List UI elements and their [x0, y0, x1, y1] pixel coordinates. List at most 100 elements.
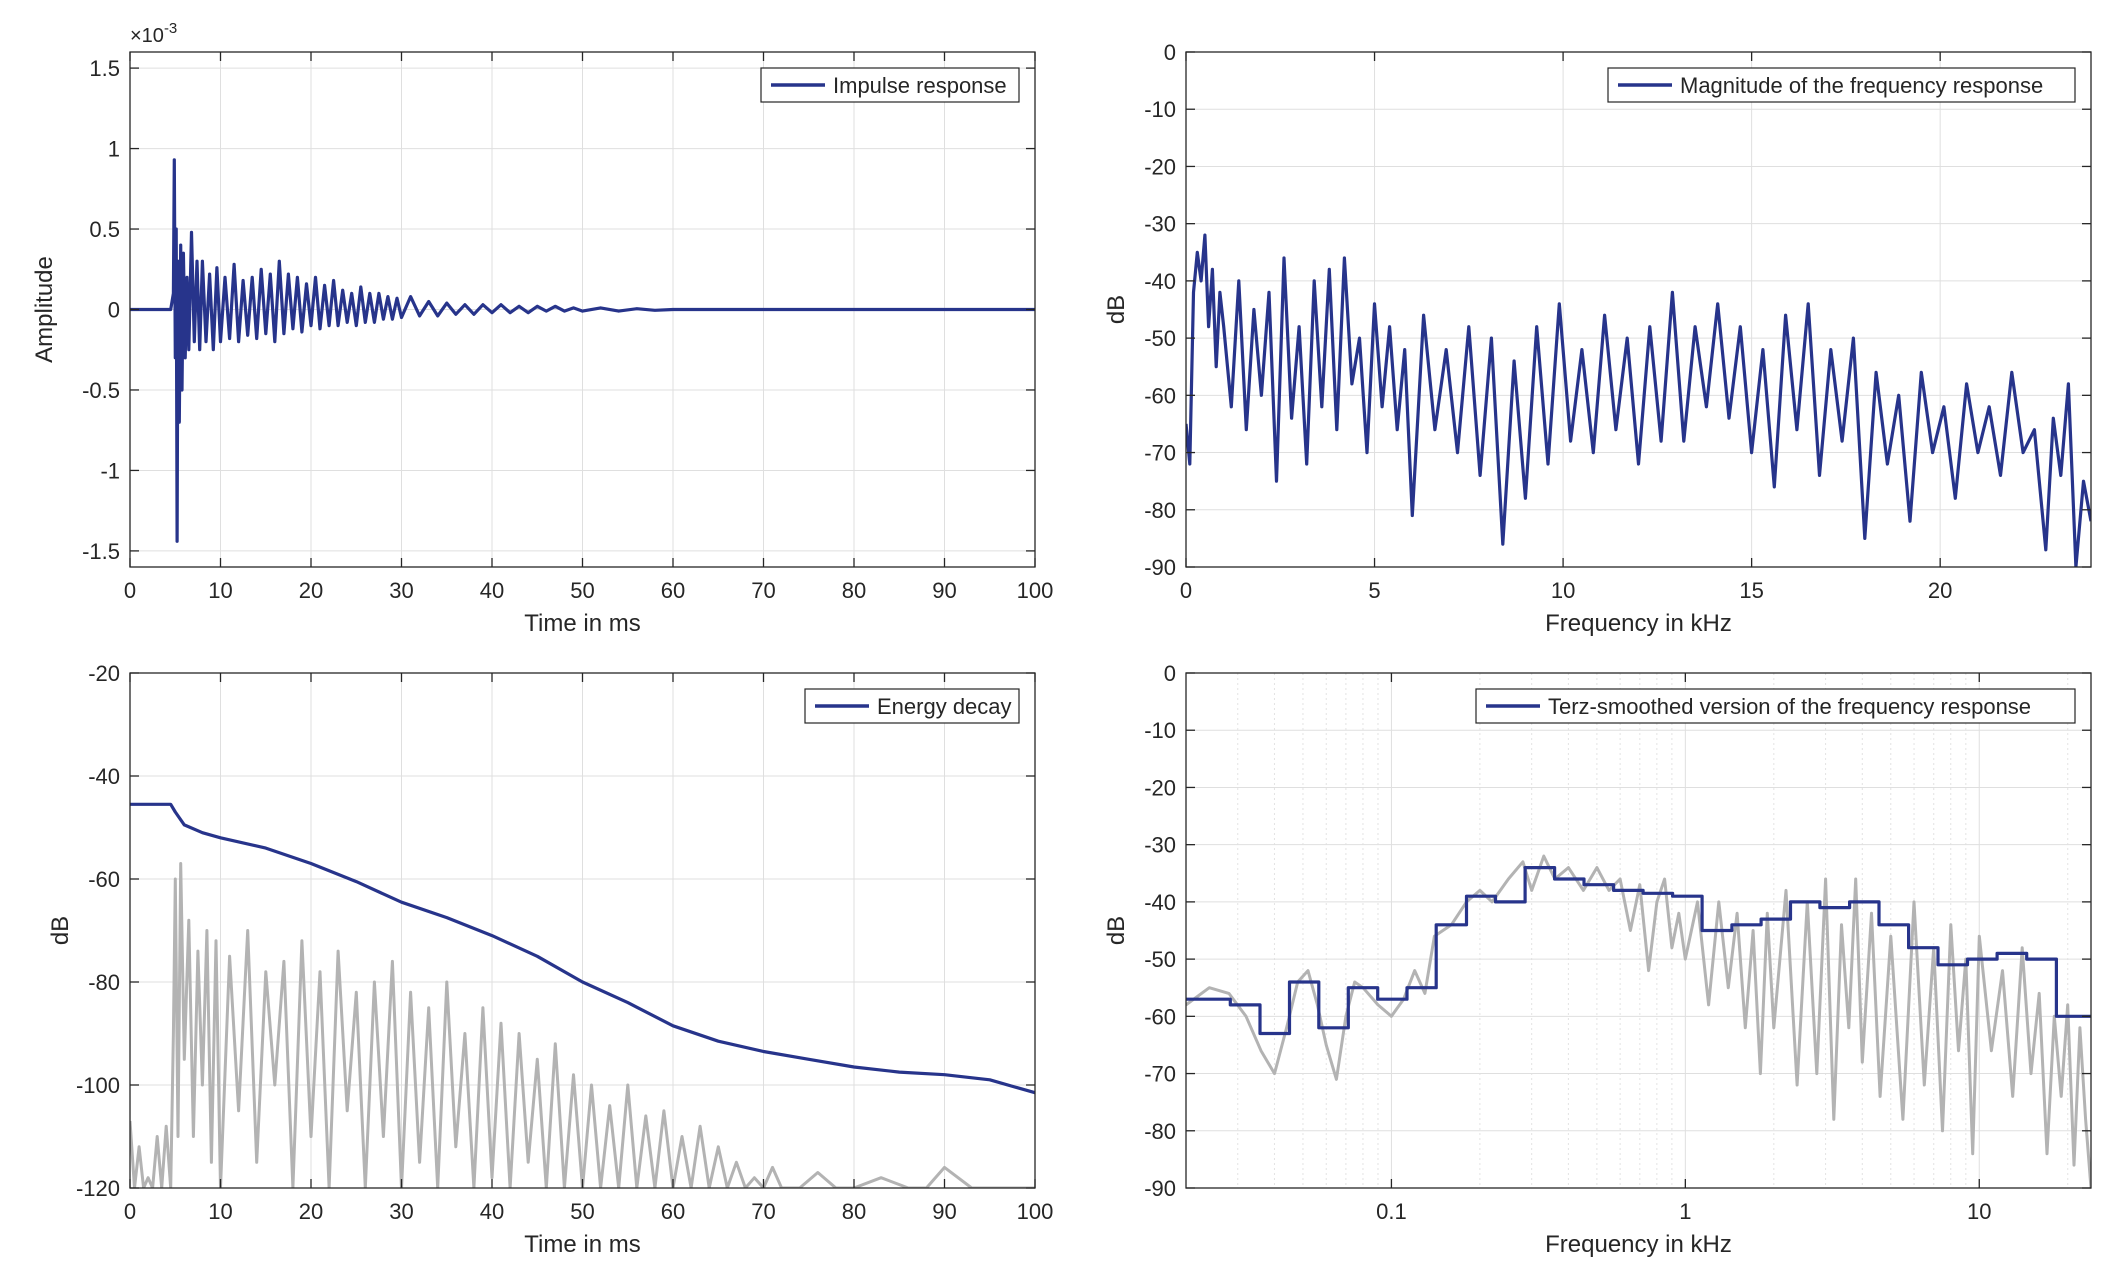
y-tick-label: 0 [1164, 661, 1176, 686]
x-axis: 0 10 20 30 40 50 60 70 80 90 100 [124, 673, 1053, 1224]
y-tick-label: -10 [1144, 718, 1176, 743]
legend-label: Magnitude of the frequency response [1680, 73, 2043, 98]
exponent-label: ×10-3 [130, 20, 177, 47]
y-tick-label: -40 [88, 764, 120, 789]
legend-label: Energy decay [877, 694, 1012, 719]
y-axis-label: Amplitude [31, 256, 58, 363]
x-tick-label: 20 [1928, 578, 1952, 603]
chart-terz: 0.1 1 10 -90 -80 -70 -60 -50 -40 -30 -20 -10 0 Freque… [1103, 661, 2092, 1258]
y-tick-label: -1 [100, 458, 120, 483]
grid [1185, 51, 2091, 568]
series-line [130, 158, 1035, 543]
data-layer [1186, 233, 2091, 567]
y-tick-label: -70 [1144, 1062, 1176, 1087]
y-tick-label: -60 [1144, 1004, 1176, 1029]
x-tick-label: 0 [124, 578, 136, 603]
x-tick-label: 80 [842, 1199, 866, 1224]
x-tick-label: 90 [932, 1199, 956, 1224]
y-tick-label: -20 [1144, 154, 1176, 179]
x-tick-label: 50 [570, 578, 594, 603]
legend: Terz-smoothed version of the frequency r… [1475, 688, 2076, 724]
data-layer [130, 802, 1035, 1188]
x-tick-label: 0 [1180, 578, 1192, 603]
y-tick-label: -20 [1144, 775, 1176, 800]
raw-series-line [1186, 854, 2091, 1188]
y-tick-label: -50 [1144, 947, 1176, 972]
x-tick-label: 40 [480, 1199, 504, 1224]
y-tick-label: -1.5 [82, 539, 120, 564]
exponent-base: ×10 [130, 25, 164, 47]
y-tick-label: -70 [1144, 441, 1176, 466]
y-tick-label: -120 [76, 1176, 120, 1201]
y-axis: -120 -100 -80 -60 -40 -20 [76, 661, 1035, 1201]
exponent-value: -3 [164, 20, 177, 37]
axes-box [1185, 51, 2092, 568]
x-tick-label: 70 [751, 578, 775, 603]
x-tick-label: 0 [124, 1199, 136, 1224]
x-tick-label: 5 [1368, 578, 1380, 603]
data-layer [1186, 854, 2091, 1188]
x-tick-label: 30 [389, 1199, 413, 1224]
chart-magnitude: 0 5 10 15 20 -90 -80 -70 -60 -50 -40 -30 -20 -10 0 Freq… [1103, 40, 2092, 637]
y-axis-label: dB [1103, 295, 1130, 324]
y-tick-label: -60 [1144, 383, 1176, 408]
chart-energy: 0 10 20 30 40 50 60 70 80 90 100-120-100-80-60-40-… [47, 661, 1053, 1258]
y-tick-label: -30 [1144, 833, 1176, 858]
x-axis: 0 10 20 30 40 50 60 70 80 90 100 [124, 52, 1053, 603]
y-tick-label: -40 [1144, 269, 1176, 294]
x-tick-label: 60 [661, 578, 685, 603]
x-tick-label: 15 [1739, 578, 1763, 603]
x-tick-label: 1 [1679, 1199, 1691, 1224]
axes-box [1185, 672, 2092, 1189]
legend-box [1607, 67, 2076, 103]
y-axis-label: dB [47, 916, 74, 945]
legend: Impulse response [760, 67, 1020, 103]
y-tick-label: -90 [1144, 1176, 1176, 1201]
legend: Magnitude of the frequency response [1607, 67, 2076, 103]
x-tick-label: 90 [932, 578, 956, 603]
x-tick-label: 20 [299, 578, 323, 603]
x-tick-label: 20 [299, 1199, 323, 1224]
x-tick-label: 10 [1967, 1199, 1991, 1224]
y-tick-label: -80 [1144, 498, 1176, 523]
chart-impulse: 0 10 20 30 40 50 60 70 80 90 100 -1.5 -1 -0.5 0 0.5 1 1.5… [31, 20, 1053, 637]
x-tick-label: 100 [1017, 578, 1054, 603]
x-tick-label: 0.1 [1376, 1199, 1407, 1224]
y-tick-label: 1 [108, 137, 120, 162]
y-tick-label: -10 [1144, 97, 1176, 122]
y-tick-label: -100 [76, 1073, 120, 1098]
y-tick-label: -40 [1144, 890, 1176, 915]
x-tick-label: 50 [570, 1199, 594, 1224]
y-tick-label: -90 [1144, 555, 1176, 580]
x-tick-label: 10 [208, 1199, 232, 1224]
x-tick-label: 10 [1551, 578, 1575, 603]
plot-area [1186, 673, 2091, 1188]
x-tick-label: 10 [208, 578, 232, 603]
series-line [1186, 866, 2091, 1036]
y-tick-label: -0.5 [82, 378, 120, 403]
x-tick-label: 30 [389, 578, 413, 603]
legend-label: Impulse response [833, 73, 1007, 98]
x-axis-label: Frequency in kHz [1545, 610, 1732, 637]
y-axis: -90 -80 -70 -60 -50 -40 -30 -20 -10 0 [1144, 661, 2091, 1201]
data-layer [130, 158, 1035, 543]
y-tick-label: 0 [1164, 40, 1176, 65]
y-tick-label: 1.5 [89, 56, 120, 81]
x-axis-label: Time in ms [524, 610, 640, 637]
y-axis-label: dB [1103, 916, 1130, 945]
minor-grid [1237, 673, 2069, 1188]
series-line [1186, 233, 2091, 567]
y-axis: -90 -80 -70 -60 -50 -40 -30 -20 -10 0 [1144, 40, 2091, 580]
x-axis-label: Time in ms [524, 1231, 640, 1258]
y-tick-label: -20 [88, 661, 120, 686]
x-axis: 0.1 1 10 [1376, 673, 1991, 1224]
x-tick-label: 80 [842, 578, 866, 603]
raw-series-line [130, 862, 1035, 1188]
x-tick-label: 100 [1017, 1199, 1054, 1224]
y-tick-label: -50 [1144, 326, 1176, 351]
y-tick-label: -80 [1144, 1119, 1176, 1144]
y-tick-label: -60 [88, 867, 120, 892]
legend-label: Terz-smoothed version of the frequency r… [1548, 694, 2031, 719]
x-tick-label: 40 [480, 578, 504, 603]
